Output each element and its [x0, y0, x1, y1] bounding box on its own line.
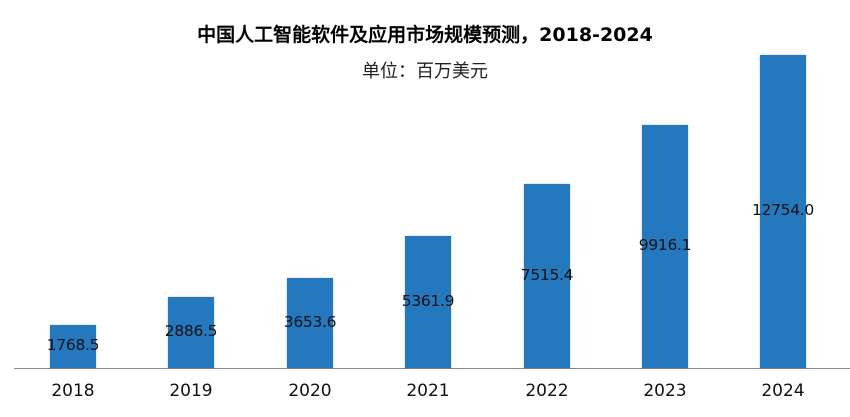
value-label-2023: 9916.1 — [638, 236, 692, 254]
x-tick-2019: 2019 — [169, 381, 213, 401]
x-tick-2020: 2020 — [288, 381, 332, 401]
x-tick-2022: 2022 — [525, 381, 569, 401]
bar-2019 — [168, 297, 214, 368]
x-tick-2018: 2018 — [51, 381, 95, 401]
bar-2023 — [642, 125, 688, 368]
bar-2021 — [405, 236, 451, 368]
x-tick-2024: 2024 — [761, 381, 805, 401]
bar-2022 — [524, 184, 570, 368]
chart-title: 中国人工智能软件及应用市场规模预测，2018-2024 — [197, 24, 653, 46]
value-label-2021: 5361.9 — [401, 292, 455, 310]
x-tick-2023: 2023 — [643, 381, 687, 401]
x-axis-line — [14, 368, 850, 369]
bar-2018 — [50, 325, 96, 368]
chart-subtitle: 单位：百万美元 — [362, 61, 488, 82]
value-label-2022: 7515.4 — [520, 266, 574, 284]
value-label-2024: 12754.0 — [752, 201, 814, 219]
value-label-2018: 1768.5 — [46, 336, 100, 354]
bar-2020 — [287, 278, 333, 368]
value-label-2020: 3653.6 — [283, 313, 337, 331]
value-label-2019: 2886.5 — [164, 322, 218, 340]
bar-2024 — [760, 55, 806, 368]
x-tick-2021: 2021 — [406, 381, 450, 401]
